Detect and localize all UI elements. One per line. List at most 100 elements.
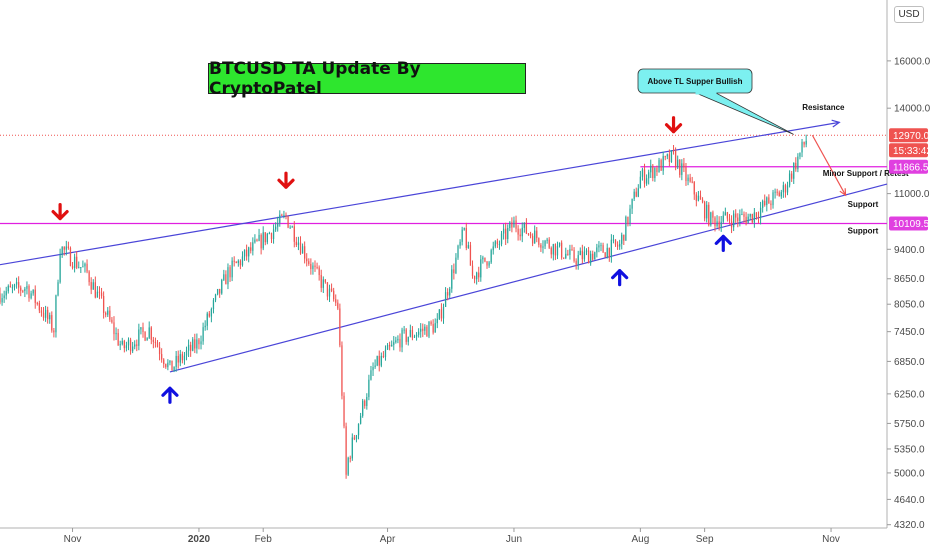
candle-body [82, 266, 84, 268]
candle-body [376, 355, 378, 366]
candle-body [357, 423, 360, 436]
candle-body [216, 288, 219, 295]
candle-body [374, 365, 376, 368]
candle-body [194, 339, 196, 349]
candle-body [254, 239, 256, 243]
down-arrow-icon [277, 171, 295, 189]
candle-body [677, 159, 679, 168]
candle-body [656, 168, 658, 173]
candle-body [712, 212, 714, 218]
candle-body [245, 249, 248, 257]
up-arrow-icon [714, 234, 732, 252]
candle-body [685, 167, 687, 182]
candle-body [295, 241, 297, 245]
candle-body [482, 257, 484, 260]
candle-body [42, 312, 45, 318]
candle-body [621, 234, 623, 244]
candle-body [96, 291, 99, 298]
candle-body [165, 364, 167, 368]
candle-body [602, 245, 604, 253]
candle-body [44, 309, 47, 318]
candle-body [453, 269, 455, 274]
candle-body [681, 163, 683, 175]
candle-body [695, 194, 697, 201]
candle-body [11, 287, 14, 289]
candle-body [648, 172, 650, 179]
candle-body [594, 252, 596, 260]
candle-body [123, 340, 125, 349]
candle-body [198, 339, 200, 345]
candle-body [328, 288, 331, 297]
candle-body [163, 359, 165, 365]
candle-body [219, 288, 221, 294]
candle-body [529, 233, 532, 236]
candle-body [527, 233, 530, 235]
candle-body [577, 255, 579, 265]
candle-body [183, 355, 186, 361]
candle-body [490, 250, 492, 263]
candle-body [30, 293, 32, 299]
candle-body [20, 287, 22, 291]
up-arrow-icon [161, 386, 179, 404]
candle-body [658, 160, 660, 173]
candle-body [405, 329, 407, 342]
candle-body [724, 212, 726, 216]
candle-body [38, 303, 41, 311]
candle-body [710, 212, 712, 226]
candle-body [167, 362, 169, 368]
candle-body [125, 345, 128, 349]
candle-body [277, 222, 279, 227]
candle-body [496, 241, 499, 245]
candle-body [65, 246, 67, 250]
candle-body [339, 308, 341, 346]
candle-body [563, 257, 565, 259]
trendline-lower [169, 183, 888, 373]
candle-body [747, 216, 749, 224]
candle-body [169, 360, 171, 363]
candle-body [13, 284, 16, 288]
candle-body [272, 229, 275, 240]
candle-body [585, 250, 588, 252]
countdown-tag-bg [889, 143, 928, 158]
candle-body [84, 263, 86, 267]
candle-body [672, 150, 675, 152]
price-tick-label: 11000.0 [894, 189, 930, 200]
candle-body [791, 173, 793, 179]
candle-body [768, 197, 770, 204]
price-tick-label: 5350.0 [894, 444, 925, 455]
candle-body [560, 242, 563, 258]
candle-body [115, 332, 117, 335]
candle-body [801, 141, 803, 153]
candle-body [34, 289, 36, 303]
candle-body [627, 216, 629, 224]
candle-body [411, 329, 414, 338]
candle-body [492, 246, 494, 251]
candle-body [650, 165, 652, 173]
currency-button[interactable]: USD [894, 6, 924, 23]
candle-body [795, 162, 797, 170]
time-tick-label: Apr [380, 534, 396, 545]
candle-body [3, 295, 5, 299]
candle-body [415, 334, 418, 337]
candle-body [484, 257, 486, 262]
candle-body [148, 327, 150, 338]
price-tick-label: 16000.0 [894, 56, 931, 67]
candle-body [324, 279, 327, 283]
candle-body [76, 256, 78, 268]
candle-body [534, 230, 536, 244]
candle-body [326, 282, 329, 297]
candle-body [349, 457, 351, 459]
candle-body [231, 260, 233, 278]
candle-body [592, 253, 594, 260]
candle-body [718, 221, 720, 228]
candle-body [424, 326, 426, 331]
candle-body [98, 291, 101, 293]
candle-body [451, 269, 453, 289]
candle-body [619, 243, 621, 247]
candle-body [583, 251, 586, 260]
callout-joint [695, 91, 717, 95]
candle-body [337, 302, 339, 309]
candle-body [131, 346, 134, 352]
candle-body [701, 199, 704, 203]
